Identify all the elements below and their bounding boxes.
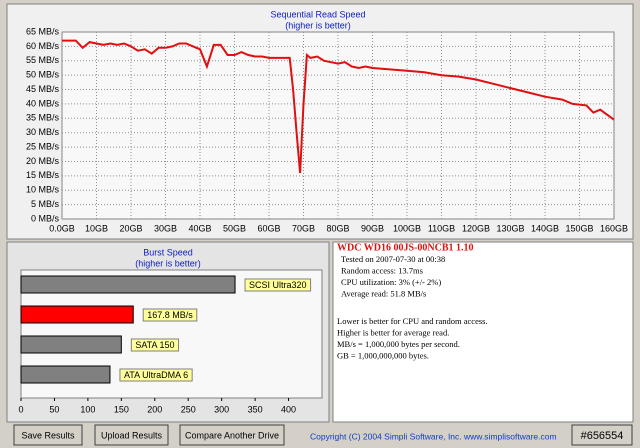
x-tick-label: 140GB: [531, 223, 559, 233]
y-tick-label: 25 MB/s: [26, 141, 60, 151]
x-tick-label: 50GB: [223, 223, 246, 233]
info-note: MB/s = 1,000,000 bytes per second.: [337, 339, 460, 349]
bar-label-box: [130, 338, 180, 352]
bar-label: SATA 150: [135, 340, 174, 350]
bar-label-box: [142, 308, 198, 322]
info-detail: CPU utilization: 3% (+/- 2%): [341, 277, 441, 287]
read-title: Sequential Read Speed: [270, 9, 365, 19]
bar-label: ATA UltraDMA 6: [124, 370, 188, 380]
x-tick-label: 110GB: [428, 223, 455, 233]
burst-subtitle: (higher is better): [135, 258, 201, 268]
x-tick-label: 120GB: [462, 223, 490, 233]
read-subtitle: (higher is better): [285, 20, 351, 30]
x-tick-label: 200: [147, 404, 162, 414]
y-tick-label: 0 MB/s: [31, 213, 60, 223]
y-tick-label: 5 MB/s: [31, 199, 60, 209]
y-tick-label: 40 MB/s: [26, 98, 60, 108]
read-line: [62, 39, 615, 174]
info-detail: Average read: 51.8 MB/s: [341, 288, 426, 298]
x-tick-label: 10GB: [85, 223, 108, 233]
y-tick-label: 45 MB/s: [26, 84, 60, 94]
info-detail: Random access: 13.7ms: [341, 265, 423, 275]
bar-label-box: [119, 368, 193, 382]
x-tick-label: 130GB: [496, 223, 524, 233]
info-detail: Tested on 2007-07-30 at 00:38: [341, 254, 445, 264]
x-tick-label: 100GB: [393, 223, 421, 233]
bar-label: SCSI Ultra320: [249, 280, 307, 290]
y-tick-label: 10 MB/s: [26, 185, 60, 195]
x-tick-label: 400: [281, 404, 296, 414]
x-tick-label: 250: [181, 404, 196, 414]
burst-title: Burst Speed: [143, 247, 193, 257]
button-label[interactable]: Save Results: [21, 430, 75, 440]
y-tick-label: 65 MB/s: [26, 26, 60, 36]
x-tick-label: 50: [49, 404, 59, 414]
y-tick-label: 55 MB/s: [26, 55, 60, 65]
x-tick-label: 0: [18, 404, 23, 414]
bar-label-box: [244, 278, 312, 292]
x-tick-label: 100: [80, 404, 95, 414]
x-tick-label: 60GB: [257, 223, 280, 233]
y-tick-label: 60 MB/s: [26, 41, 60, 51]
x-tick-label: 80GB: [326, 223, 349, 233]
info-panel: [332, 241, 634, 423]
watermark: #656554: [581, 430, 624, 442]
button[interactable]: [94, 424, 169, 446]
x-tick-label: 70GB: [292, 223, 315, 233]
button-label[interactable]: Compare Another Drive: [185, 430, 279, 440]
y-tick-label: 20 MB/s: [26, 156, 60, 166]
button[interactable]: [13, 424, 83, 446]
x-tick-label: 160GB: [600, 223, 628, 233]
bar: [20, 275, 236, 294]
bar-label: 167.8 MB/s: [147, 310, 193, 320]
x-tick-label: 90GB: [361, 223, 384, 233]
bar: [20, 335, 122, 354]
y-tick-label: 15 MB/s: [26, 170, 60, 180]
info-note: GB = 1,000,000,000 bytes.: [337, 350, 429, 360]
button[interactable]: [179, 424, 285, 446]
copyright: Copyright (C) 2004 Simpli Software, Inc.…: [310, 431, 557, 441]
info-note: Lower is better for CPU and random acces…: [337, 316, 488, 326]
button-label[interactable]: Upload Results: [101, 430, 163, 440]
x-tick-label: 20GB: [119, 223, 142, 233]
bar: [20, 365, 111, 384]
y-tick-label: 35 MB/s: [26, 113, 60, 123]
info-note: Higher is better for average read.: [337, 327, 449, 337]
x-tick-label: 350: [248, 404, 263, 414]
y-tick-label: 50 MB/s: [26, 70, 60, 80]
drive-title: WDC WD16 00JS-00NCB1 1.10: [337, 242, 474, 253]
bar: [20, 305, 134, 324]
x-tick-label: 0.0GB: [49, 223, 75, 233]
close-button[interactable]: [571, 424, 633, 446]
x-tick-label: 150GB: [565, 223, 593, 233]
x-tick-label: 30GB: [154, 223, 177, 233]
y-tick-label: 30 MB/s: [26, 127, 60, 137]
x-tick-label: 300: [214, 404, 229, 414]
x-tick-label: 150: [114, 404, 129, 414]
x-tick-label: 40GB: [188, 223, 211, 233]
